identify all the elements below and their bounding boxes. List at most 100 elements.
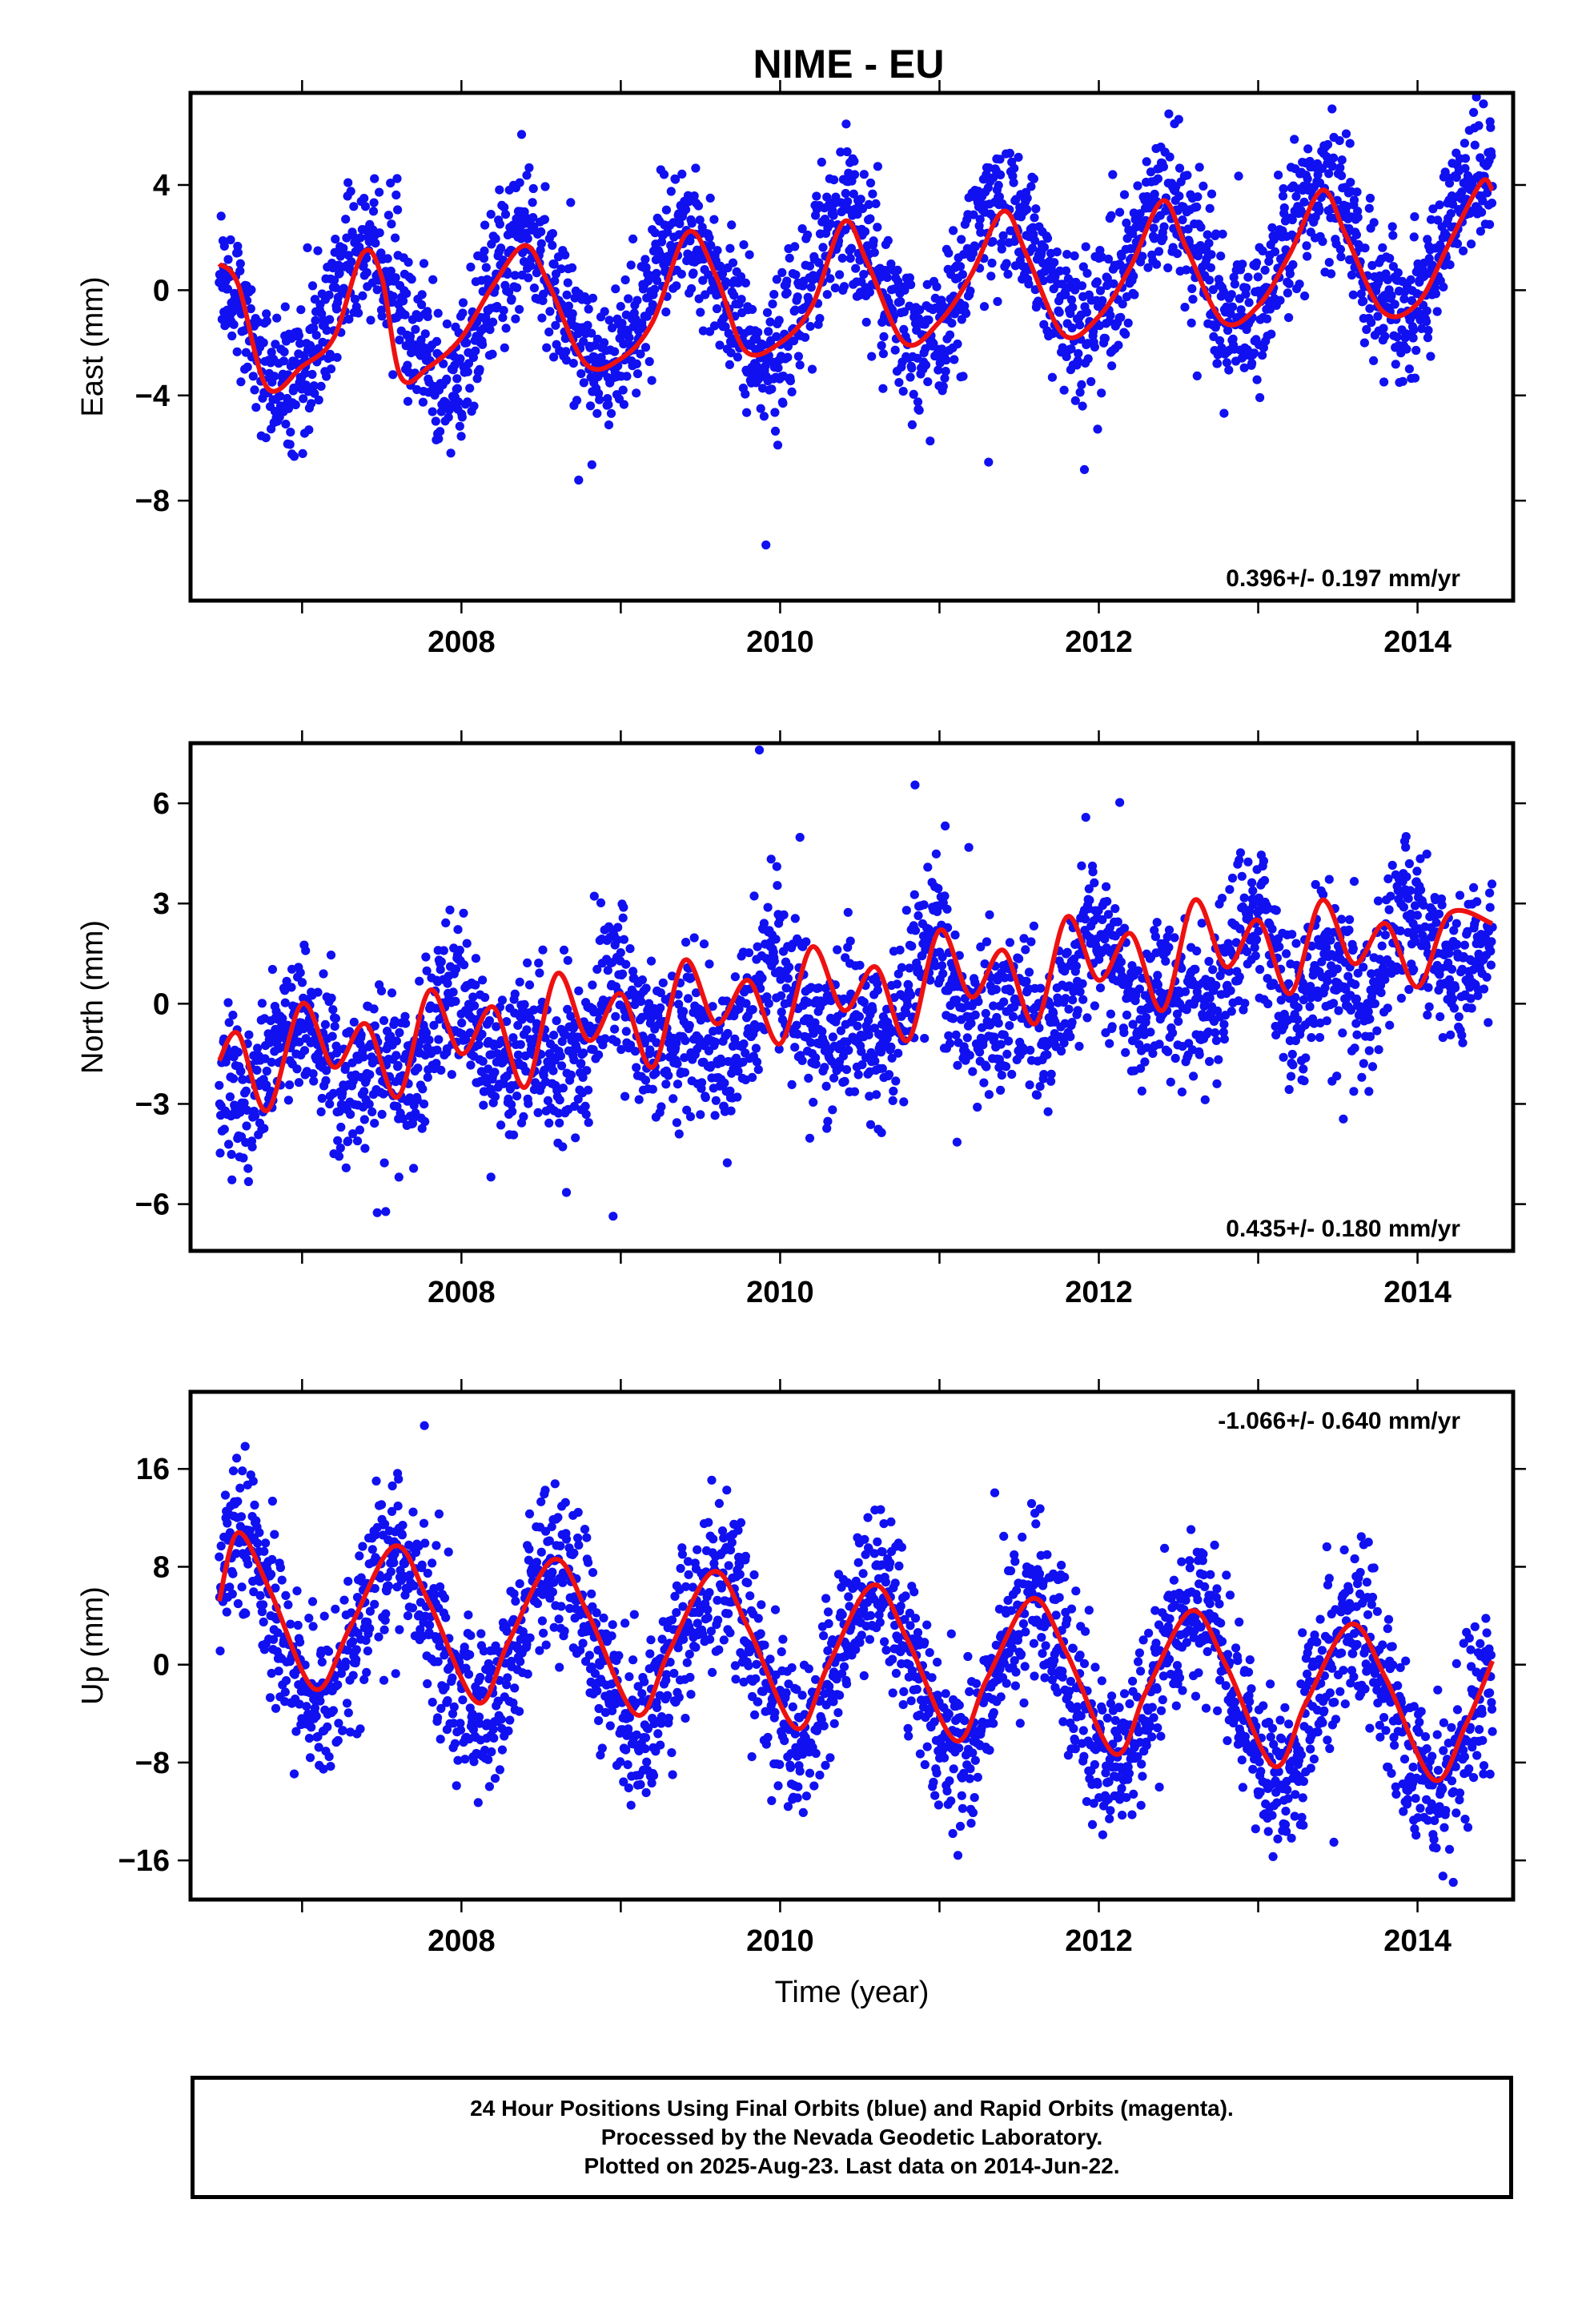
data-point (865, 1120, 876, 1129)
data-point (308, 1069, 318, 1079)
data-point (548, 1066, 558, 1076)
data-point (1301, 1053, 1311, 1063)
data-point (879, 332, 889, 341)
data-point (1409, 325, 1419, 335)
data-point (1100, 333, 1110, 344)
data-point (726, 348, 736, 358)
data-point (790, 1043, 800, 1052)
data-point (1205, 275, 1215, 285)
data-point (1067, 1018, 1077, 1027)
data-point (454, 397, 464, 407)
data-point (350, 295, 360, 304)
data-point (687, 283, 697, 294)
data-point (500, 203, 509, 212)
data-point (849, 189, 858, 199)
data-point (317, 1093, 327, 1104)
data-point (730, 1034, 740, 1043)
y-tick-label: −4 (135, 380, 170, 413)
data-point (232, 347, 242, 356)
data-point (510, 989, 520, 999)
data-point (757, 973, 767, 983)
data-point (1021, 945, 1030, 955)
data-point (584, 1085, 593, 1095)
data-point (822, 290, 832, 300)
data-point (285, 440, 295, 449)
data-point (1254, 927, 1263, 936)
data-point (837, 253, 847, 263)
data-point (1213, 359, 1223, 368)
data-point (1172, 249, 1182, 259)
data-point (1259, 875, 1270, 886)
data-point (1073, 356, 1082, 365)
data-point (1088, 867, 1098, 877)
data-point (369, 1004, 379, 1014)
data-point (1005, 1021, 1014, 1031)
data-point (1134, 966, 1143, 975)
data-point (618, 385, 628, 395)
data-point (772, 862, 781, 871)
data-point (777, 1007, 786, 1017)
data-point (811, 1059, 821, 1069)
data-point (1106, 311, 1115, 320)
data-point (1084, 884, 1094, 894)
data-point (433, 308, 443, 318)
data-point (485, 325, 495, 335)
data-point (725, 360, 735, 369)
data-point (1042, 234, 1053, 243)
data-point (803, 230, 813, 239)
data-point (640, 1076, 651, 1085)
data-point (1252, 375, 1262, 384)
data-point (779, 910, 789, 919)
data-point (596, 898, 606, 907)
data-point (1006, 986, 1015, 996)
data-point (486, 210, 496, 219)
data-point (1485, 219, 1495, 229)
data-point (233, 247, 243, 257)
data-point (1387, 860, 1397, 870)
data-point (1243, 272, 1253, 282)
data-point (556, 264, 566, 274)
data-point (456, 354, 465, 364)
data-point (759, 919, 769, 928)
data-point (748, 304, 757, 314)
data-point (782, 288, 792, 298)
data-point (526, 261, 536, 271)
data-point (671, 175, 681, 184)
data-point (868, 1005, 877, 1015)
data-point (620, 275, 630, 285)
data-point (239, 1153, 248, 1163)
data-point (1075, 987, 1085, 996)
data-point (749, 891, 759, 901)
data-point (280, 998, 290, 1007)
data-point (835, 270, 845, 279)
data-point (840, 1076, 849, 1086)
data-point (1369, 218, 1379, 227)
data-point (924, 315, 934, 325)
data-point (685, 1112, 696, 1121)
data-point (395, 336, 404, 345)
data-point (325, 1100, 335, 1109)
data-point (472, 374, 482, 384)
data-point (1416, 885, 1426, 895)
data-point (1395, 926, 1405, 935)
data-point (1054, 308, 1064, 317)
data-point (478, 340, 488, 349)
data-point (1186, 318, 1196, 328)
data-point (1052, 247, 1062, 257)
data-point (275, 392, 285, 401)
data-point (1384, 905, 1394, 915)
data-point (320, 1019, 330, 1029)
data-point (1483, 188, 1492, 198)
data-point (1428, 204, 1438, 214)
data-point (1219, 1019, 1229, 1029)
data-point (1235, 924, 1245, 934)
data-point (1070, 285, 1080, 295)
data-point (976, 227, 986, 237)
data-point (958, 270, 967, 279)
data-point (1115, 798, 1125, 807)
data-point (877, 1128, 886, 1137)
data-point (787, 387, 797, 396)
data-point (224, 1018, 234, 1027)
data-point (534, 959, 544, 968)
data-point (557, 1061, 567, 1071)
